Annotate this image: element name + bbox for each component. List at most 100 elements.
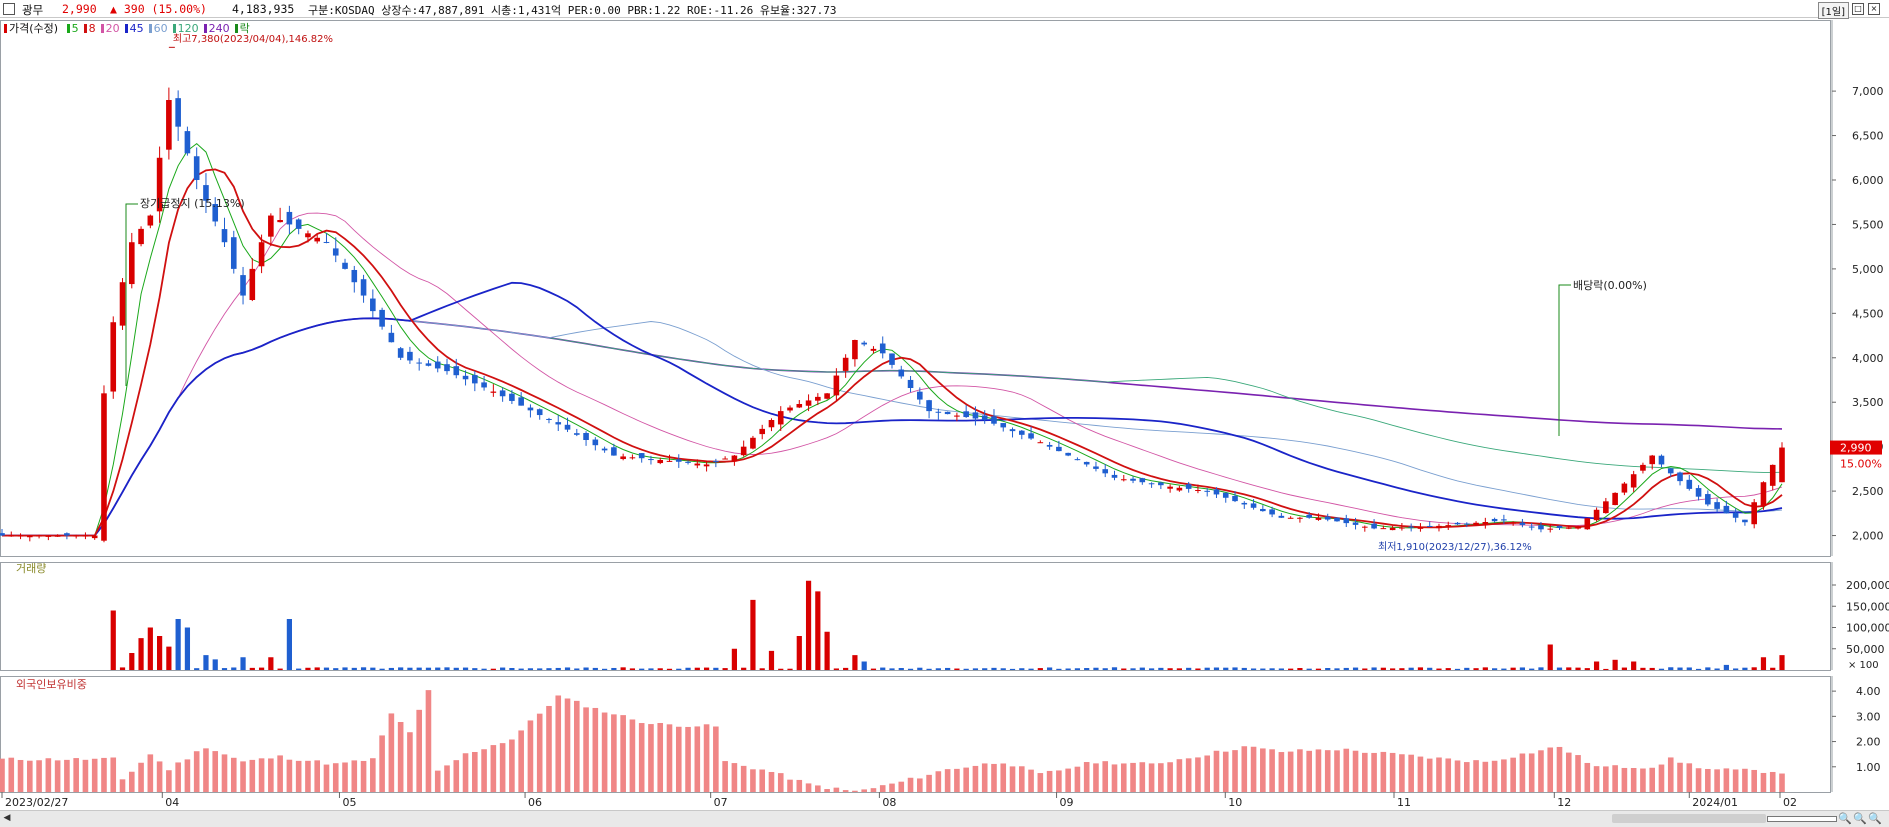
candle-body — [1297, 517, 1303, 519]
volume-bar — [880, 667, 886, 670]
foreign-bar — [583, 707, 589, 792]
volume-bar — [1492, 668, 1498, 670]
volume-bar — [435, 667, 441, 670]
volume-bar — [1510, 667, 1516, 670]
candle-body — [101, 393, 107, 541]
candle-body — [1324, 516, 1331, 520]
volume-bar — [639, 668, 645, 670]
bottom-scrollbar[interactable]: ◀ 🔍 🔍 🔍 — [0, 810, 1889, 827]
foreign-bar — [370, 758, 376, 792]
candle-body — [991, 416, 997, 424]
volume-bar — [898, 668, 904, 670]
zoom-out-icon[interactable]: 🔍 — [1838, 812, 1852, 825]
foreign-bar — [499, 743, 506, 792]
foreign-bar — [1732, 769, 1739, 792]
volume-bar — [370, 667, 376, 670]
volume-bar — [1547, 644, 1553, 670]
foreign-bar — [1260, 748, 1266, 792]
volume-bar — [1519, 667, 1526, 670]
volume-bar — [861, 661, 867, 670]
foreign-bar — [295, 760, 302, 792]
foreign-bar — [184, 759, 191, 792]
candle-body — [1139, 478, 1146, 483]
info-checkbox[interactable] — [3, 3, 15, 15]
candle-body — [1528, 526, 1535, 528]
close-icon[interactable]: × — [1868, 3, 1880, 15]
ma-legend-marker — [148, 24, 152, 33]
candle-body — [36, 535, 42, 537]
candle-body — [1510, 522, 1516, 524]
volume-bar — [110, 610, 116, 670]
volume-bar — [1760, 657, 1767, 670]
volume-bar — [1204, 667, 1210, 670]
zoom-slider[interactable] — [1767, 816, 1837, 822]
volume-bar — [546, 668, 552, 670]
candle-body — [351, 269, 358, 283]
ma-legend-marker — [83, 24, 87, 33]
foreign-tick-label: 2.00 — [1856, 736, 1881, 749]
foreign-bar — [342, 762, 348, 792]
zoom-in-icon[interactable]: 🔍 — [1853, 812, 1867, 825]
candle-body — [1065, 452, 1071, 456]
volume-bar — [1352, 667, 1359, 670]
scroll-left-icon[interactable]: ◀ — [3, 813, 11, 823]
volume-bar — [1751, 667, 1757, 670]
foreign-bar — [314, 760, 321, 792]
foreign-bar — [935, 771, 942, 792]
foreign-bar — [1695, 768, 1702, 792]
maximize-icon[interactable]: □ — [1852, 3, 1864, 15]
candle-body — [110, 322, 117, 392]
timeframe-selector[interactable]: [1일] — [1817, 2, 1849, 19]
volume-bar — [1000, 668, 1006, 670]
volume-bar — [194, 668, 200, 670]
foreign-bar — [1454, 760, 1461, 792]
dividend-annotation: 배당락(0.00%) — [1573, 279, 1647, 292]
candle-body — [1463, 523, 1470, 525]
volume-bar — [175, 619, 181, 670]
volume-bar — [453, 667, 459, 670]
candle-body — [1603, 501, 1609, 514]
volume-bar — [249, 667, 255, 670]
foreign-bar — [842, 790, 849, 792]
price-tick-label: 3,500 — [1852, 396, 1884, 409]
volume-bar — [1111, 667, 1118, 670]
foreign-bar — [1667, 757, 1674, 792]
foreign-bar — [1426, 758, 1433, 792]
volume-bar — [1408, 667, 1414, 670]
candle-body — [796, 404, 803, 408]
candle-body — [1306, 514, 1312, 518]
foreign-bar — [119, 779, 126, 792]
volume-bar — [1603, 668, 1609, 670]
volume-bar — [741, 667, 747, 670]
candle-body — [1491, 518, 1498, 522]
candle-body — [1705, 494, 1711, 505]
foreign-bar — [230, 757, 237, 792]
ma-legend-marker — [66, 24, 70, 33]
volume-bar — [564, 667, 571, 670]
candle-body — [1742, 519, 1748, 523]
candle-body — [138, 228, 144, 245]
stock-chart[interactable]: 2,0002,5003,0003,5004,0004,5005,0005,500… — [0, 18, 1889, 810]
volume-bar — [759, 668, 765, 670]
candle-body — [1667, 468, 1674, 474]
current-price-box — [1830, 440, 1882, 455]
zoom-reset-icon[interactable]: 🔍 — [1868, 812, 1882, 825]
volume-bar — [527, 668, 534, 670]
foreign-bar — [305, 760, 311, 792]
volume-bar — [1223, 667, 1229, 670]
candle-body — [1760, 482, 1767, 506]
candle-body — [1213, 489, 1220, 495]
volume-bar — [537, 668, 543, 670]
scroll-thumb[interactable] — [1612, 814, 1766, 823]
candle-body — [221, 229, 228, 243]
volume-bar — [1362, 668, 1368, 670]
volume-bar — [954, 668, 960, 670]
ma-legend-label: 45 — [129, 22, 144, 35]
candle-body — [1056, 446, 1062, 452]
candle-body — [277, 220, 283, 223]
candle-body — [1130, 478, 1136, 481]
candle-body — [601, 448, 608, 451]
volume-bar — [1121, 668, 1127, 670]
candle-body — [27, 535, 33, 538]
halt-marker — [125, 203, 138, 386]
